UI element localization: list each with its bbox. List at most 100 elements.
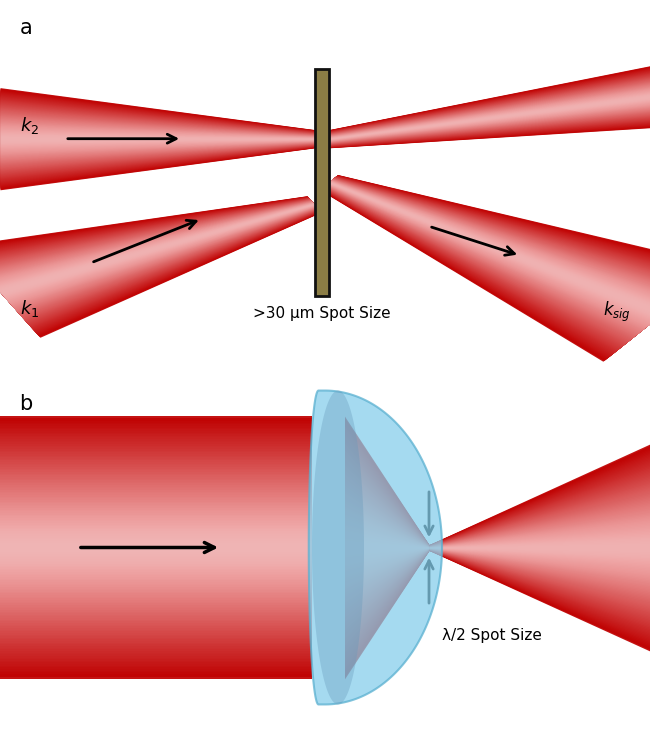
Polygon shape [320, 175, 650, 362]
Text: >30 µm Spot Size: >30 µm Spot Size [253, 306, 391, 321]
Polygon shape [0, 203, 316, 300]
Polygon shape [0, 199, 319, 320]
Polygon shape [326, 180, 650, 329]
Polygon shape [0, 203, 316, 299]
Polygon shape [0, 204, 315, 296]
Polygon shape [321, 176, 650, 354]
Polygon shape [320, 176, 650, 358]
Polygon shape [0, 200, 318, 316]
Polygon shape [0, 202, 317, 304]
Polygon shape [0, 198, 320, 331]
Polygon shape [0, 197, 321, 334]
Polygon shape [322, 177, 650, 351]
Polygon shape [326, 180, 650, 331]
Polygon shape [0, 202, 317, 302]
Polygon shape [0, 199, 319, 320]
Polygon shape [327, 181, 650, 324]
Polygon shape [328, 182, 650, 319]
Polygon shape [320, 176, 650, 356]
Polygon shape [320, 176, 650, 357]
Polygon shape [0, 201, 317, 310]
Polygon shape [328, 182, 650, 320]
Polygon shape [0, 204, 315, 298]
Polygon shape [322, 177, 650, 346]
Polygon shape [0, 204, 315, 296]
Polygon shape [0, 201, 318, 314]
Polygon shape [0, 202, 317, 304]
Polygon shape [0, 201, 317, 308]
Polygon shape [0, 204, 315, 295]
Polygon shape [0, 203, 316, 299]
Polygon shape [328, 182, 650, 319]
Polygon shape [328, 181, 650, 321]
Polygon shape [0, 201, 317, 307]
Polygon shape [0, 203, 316, 301]
Polygon shape [0, 201, 317, 310]
Polygon shape [0, 199, 320, 324]
Polygon shape [324, 178, 650, 340]
Polygon shape [328, 181, 650, 322]
Polygon shape [328, 182, 650, 317]
Polygon shape [327, 181, 650, 323]
Polygon shape [0, 201, 317, 307]
Polygon shape [326, 180, 650, 330]
Polygon shape [322, 177, 650, 347]
Polygon shape [0, 199, 320, 325]
Polygon shape [322, 177, 650, 349]
Polygon shape [321, 177, 650, 353]
Polygon shape [325, 180, 650, 332]
Polygon shape [0, 203, 316, 301]
Polygon shape [326, 180, 650, 328]
Polygon shape [325, 180, 650, 334]
Polygon shape [326, 180, 650, 330]
Polygon shape [0, 202, 317, 303]
Polygon shape [323, 177, 650, 345]
Polygon shape [0, 202, 317, 305]
Polygon shape [0, 204, 315, 295]
Polygon shape [327, 181, 650, 323]
Polygon shape [324, 179, 650, 336]
Polygon shape [320, 175, 650, 361]
Polygon shape [322, 177, 650, 348]
Polygon shape [321, 176, 650, 355]
Polygon shape [0, 202, 317, 306]
Polygon shape [0, 199, 320, 326]
Polygon shape [327, 181, 650, 326]
Polygon shape [326, 180, 650, 331]
Polygon shape [0, 196, 321, 335]
Polygon shape [323, 177, 650, 345]
Text: $k_1$: $k_1$ [20, 298, 39, 319]
Polygon shape [0, 199, 319, 322]
Polygon shape [0, 198, 320, 330]
Polygon shape [325, 180, 650, 333]
Polygon shape [0, 198, 320, 329]
Polygon shape [328, 182, 650, 320]
Polygon shape [322, 177, 650, 350]
Polygon shape [325, 179, 650, 335]
Polygon shape [324, 178, 650, 341]
Polygon shape [0, 201, 318, 311]
Polygon shape [320, 175, 650, 360]
Polygon shape [0, 198, 320, 327]
Polygon shape [323, 178, 650, 344]
Polygon shape [0, 201, 318, 312]
Polygon shape [325, 180, 650, 334]
Polygon shape [0, 199, 320, 326]
Polygon shape [0, 199, 319, 319]
Polygon shape [0, 201, 318, 314]
Polygon shape [0, 200, 318, 317]
Polygon shape [0, 199, 319, 323]
Polygon shape [324, 178, 650, 342]
Polygon shape [322, 177, 650, 350]
Polygon shape [0, 197, 321, 333]
Bar [315, 69, 329, 296]
Text: $k_{sig}$: $k_{sig}$ [603, 299, 630, 323]
Polygon shape [0, 199, 319, 321]
Polygon shape [322, 177, 650, 347]
Polygon shape [327, 181, 650, 325]
Polygon shape [323, 178, 650, 343]
Polygon shape [321, 176, 650, 356]
Polygon shape [0, 200, 318, 315]
Polygon shape [0, 201, 317, 308]
Polygon shape [0, 199, 319, 320]
